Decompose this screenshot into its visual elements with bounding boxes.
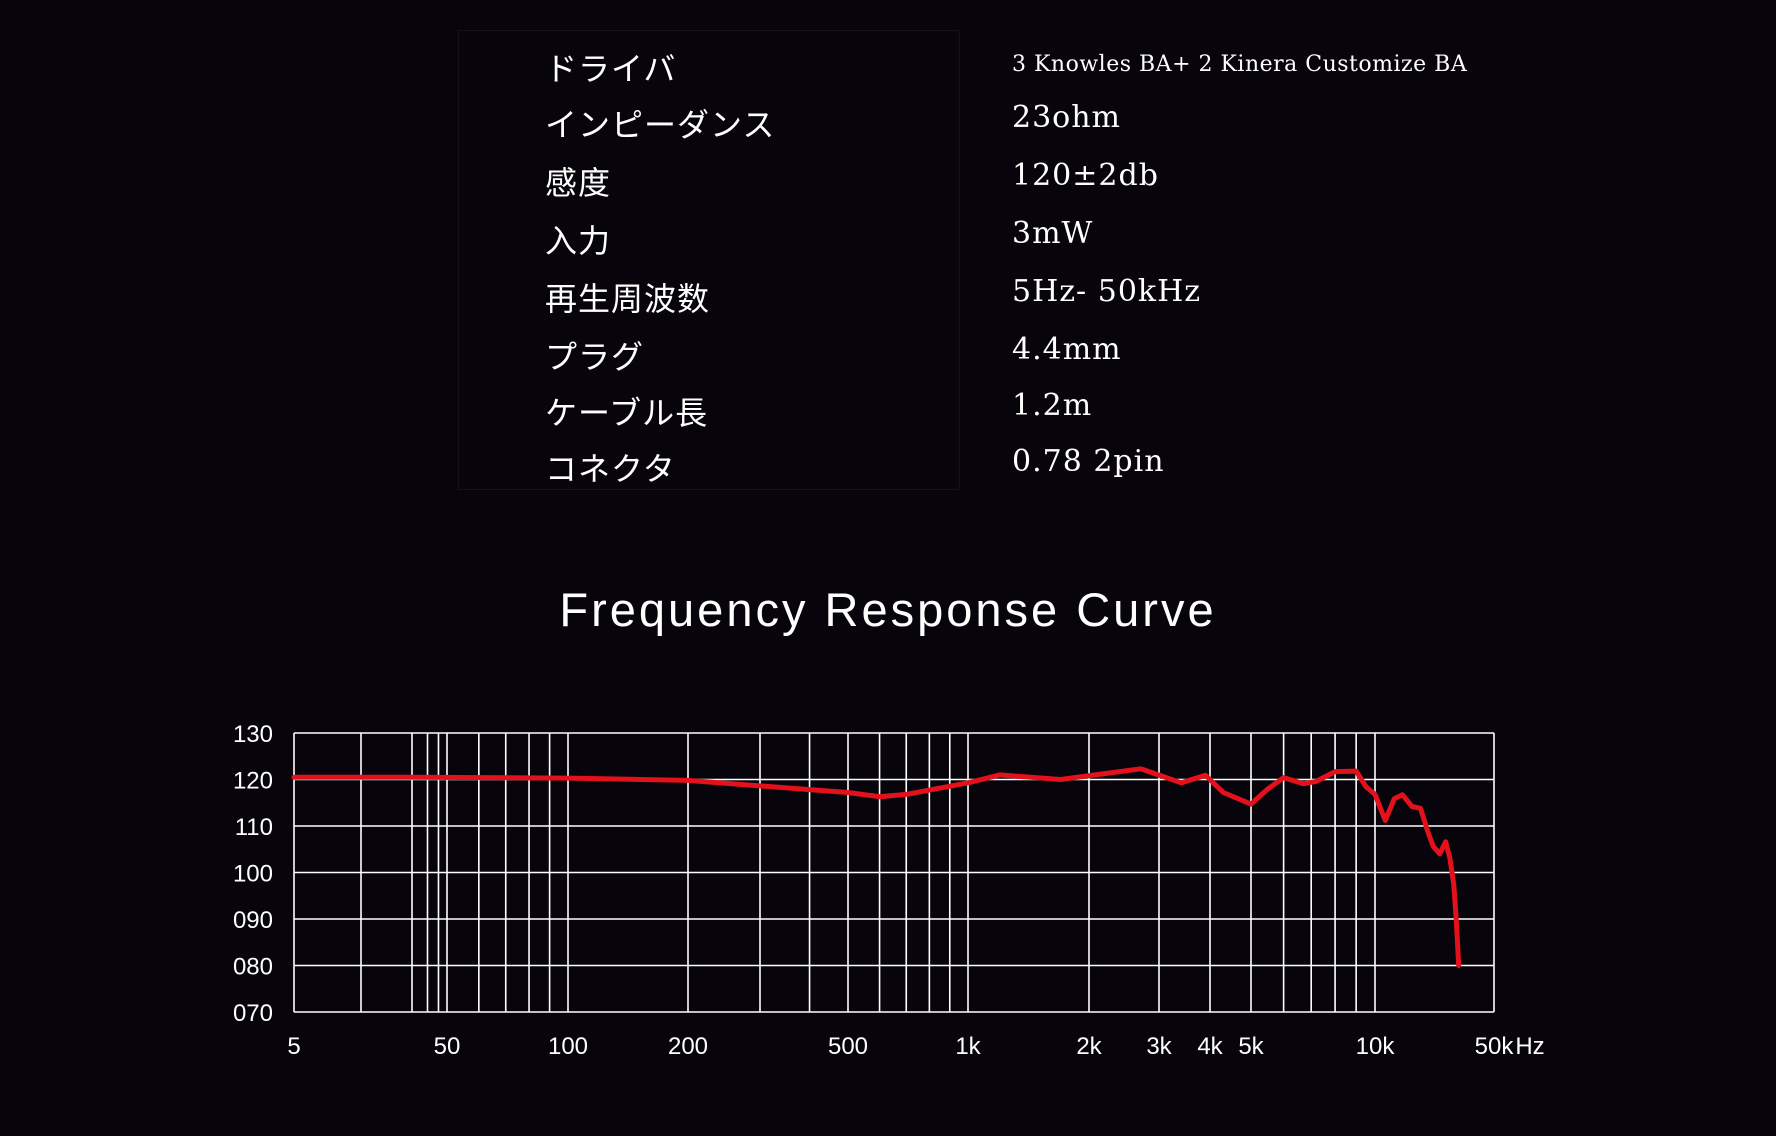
y-tick-label: 080 [233, 954, 273, 981]
x-tick-label: 5k [1238, 1033, 1264, 1060]
spec-label: 再生周波数 [545, 280, 711, 318]
spec-row: ケーブル長 1.2m [0, 388, 1776, 438]
x-tick-label: 50k [1475, 1033, 1515, 1060]
spec-row: コネクタ 0.78 2pin [0, 444, 1776, 494]
x-tick-label: 3k [1146, 1033, 1172, 1060]
spec-row: 再生周波数 5Hz- 50kHz [0, 274, 1776, 324]
spec-value: 0.78 2pin [1012, 444, 1165, 479]
spec-row: ドライバ 3 Knowles BA+ 2 Kinera Customize BA [0, 44, 1776, 94]
y-tick-label: 070 [233, 1000, 273, 1027]
spec-label: 入力 [545, 222, 612, 260]
x-tick-label: 1k [955, 1033, 981, 1060]
x-tick-label: 100 [548, 1033, 588, 1060]
x-tick-label: 500 [828, 1033, 868, 1060]
y-tick-label: 110 [235, 814, 273, 841]
spec-row: 入力 3mW [0, 216, 1776, 266]
x-tick-label: 4k [1197, 1033, 1223, 1060]
spec-value: 120±2db [1012, 158, 1159, 193]
spec-row: 感度 120±2db [0, 158, 1776, 208]
x-tick-label: 2k [1076, 1033, 1102, 1060]
spec-label: ドライバ [545, 50, 677, 88]
spec-label: 感度 [545, 164, 612, 202]
spec-label: インピーダンス [545, 106, 776, 144]
spec-value: 5Hz- 50kHz [1012, 274, 1202, 309]
spec-row: インピーダンス 23ohm [0, 100, 1776, 150]
spec-value: 1.2m [1012, 388, 1093, 423]
spec-label: プラグ [545, 338, 645, 376]
chart-title: Frequency Response Curve [559, 583, 1217, 636]
y-tick-label: 090 [233, 907, 273, 934]
spec-value: 3mW [1012, 216, 1094, 251]
spec-value: 3 Knowles BA+ 2 Kinera Customize BA [1012, 52, 1468, 77]
y-tick-label: 120 [233, 768, 273, 795]
frequency-response-line [291, 766, 1462, 968]
x-tick-label: 5 [287, 1033, 300, 1060]
x-tick-label: 10k [1356, 1033, 1396, 1060]
x-tick-label: 200 [668, 1033, 708, 1060]
spec-label: コネクタ [545, 450, 676, 488]
y-tick-label: 100 [233, 861, 273, 888]
x-tick-label: 50 [434, 1033, 461, 1060]
y-tick-label: 130 [233, 721, 273, 748]
spec-row: プラグ 4.4mm [0, 332, 1776, 382]
spec-value: 23ohm [1012, 100, 1122, 135]
x-unit-label: Hz [1515, 1033, 1544, 1060]
spec-table-frame [458, 30, 960, 490]
spec-value: 4.4mm [1012, 332, 1122, 367]
spec-label: ケーブル長 [545, 394, 709, 432]
